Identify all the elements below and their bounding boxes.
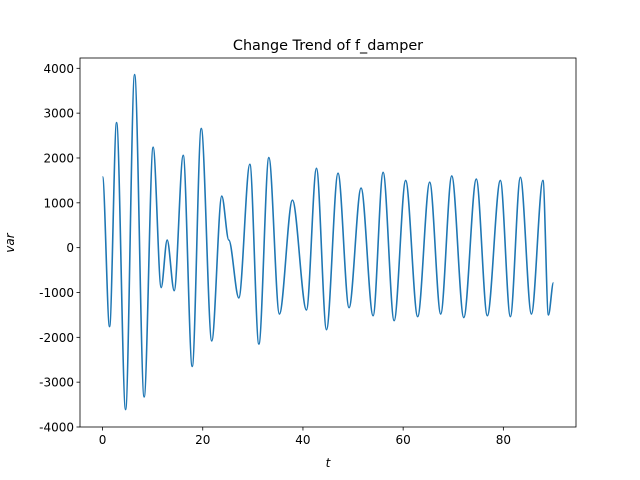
x-tick-label: 80: [496, 433, 511, 447]
data-line: [101, 73, 555, 411]
y-tick-label: 1000: [43, 196, 74, 210]
y-tick-label: -4000: [39, 421, 74, 435]
y-tick-label: -2000: [39, 331, 74, 345]
y-tick-label: -1000: [39, 286, 74, 300]
x-axis-label: t: [326, 456, 332, 470]
y-tick-label: 4000: [43, 62, 74, 76]
y-tick-label: -3000: [39, 376, 74, 390]
y-tick-label: 0: [66, 241, 74, 255]
x-tick-label: 20: [195, 433, 210, 447]
x-tick-label: 40: [295, 433, 310, 447]
y-tick-label: 3000: [43, 107, 74, 121]
y-tick-label: 2000: [43, 151, 74, 165]
plot-frame: [79, 57, 577, 428]
x-tick-label: 60: [396, 433, 411, 447]
y-axis-label: var: [3, 232, 17, 252]
x-tick-label: 0: [99, 433, 107, 447]
chart-title: Change Trend of f_damper: [233, 38, 423, 54]
